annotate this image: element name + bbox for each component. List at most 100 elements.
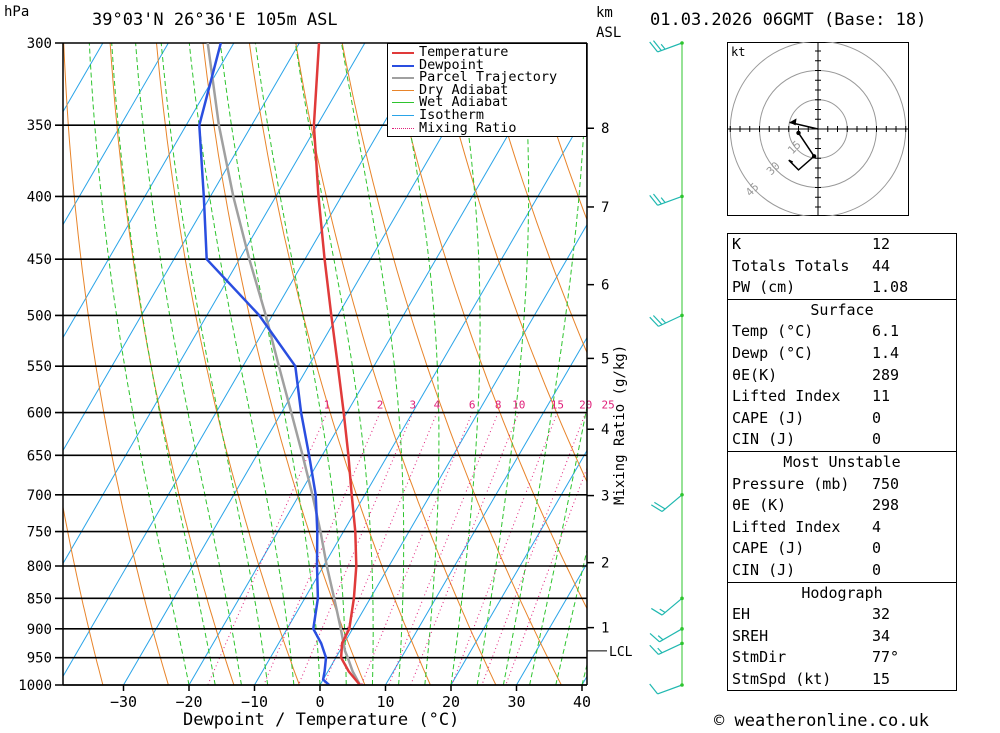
isotherm-line xyxy=(254,110,587,685)
legend-item: Wet Adiabat xyxy=(388,96,584,109)
index-row: CIN (J) 0 xyxy=(728,560,956,582)
mixing-ratio-label: 1 xyxy=(324,399,331,412)
mixing-ratio-label: 3 xyxy=(410,399,417,412)
index-value: 1.4 xyxy=(872,343,900,362)
index-value: 0 xyxy=(872,539,882,558)
isotherm-line xyxy=(188,43,562,685)
isotherm-line xyxy=(63,43,366,565)
legend-swatch xyxy=(392,89,414,91)
legend-swatch xyxy=(392,115,414,116)
x-axis-label: Dewpoint / Temperature (°C) xyxy=(183,710,460,730)
legend-swatch xyxy=(392,127,414,129)
index-value: 44 xyxy=(872,256,891,275)
index-label: SREH xyxy=(732,626,769,645)
index-label: StmSpd (kt) xyxy=(732,669,832,688)
wind-barb xyxy=(649,641,684,655)
isotherm-line xyxy=(123,43,497,685)
isotherm-line xyxy=(516,562,587,685)
dewpoint-line xyxy=(198,43,331,685)
mixing-ratio-line xyxy=(410,412,520,685)
hodograph-unit-label: kt xyxy=(731,45,745,59)
index-label: Lifted Index xyxy=(732,517,841,536)
mixing-ratio-axis-label: Mixing Ratio (g/kg) xyxy=(612,344,628,505)
mixing-ratio-line xyxy=(505,466,587,685)
x-tick-label: −30 xyxy=(110,693,137,711)
legend-swatch xyxy=(392,52,414,54)
pressure-tick-label: 650 xyxy=(27,448,52,464)
km-tick-label: 2 xyxy=(601,556,609,572)
legend-item: Dewpoint xyxy=(388,58,584,72)
dry-adiabat-line xyxy=(295,43,497,685)
mixing-ratio-label: 4 xyxy=(434,399,441,412)
pressure-tick-label: 850 xyxy=(27,591,52,607)
legend-label: Mixing Ratio xyxy=(419,119,517,136)
isotherm-line xyxy=(63,43,235,339)
index-value: 0 xyxy=(872,408,882,427)
index-label: Lifted Index xyxy=(732,387,841,406)
legend-item: Isotherm xyxy=(388,108,584,122)
wind-barb xyxy=(649,193,684,206)
isotherm-line xyxy=(63,43,169,226)
dry-adiabat-line xyxy=(434,43,587,483)
legend-label: Temperature xyxy=(419,44,509,60)
index-value: 15 xyxy=(872,669,891,688)
indices-table: K 12 Totals Totals 44 PW (cm) 1.08 Surface Temp… xyxy=(727,233,957,692)
km-tick-label: 5 xyxy=(601,351,609,367)
index-value: 1.08 xyxy=(872,278,909,297)
isotherm-line xyxy=(63,43,300,452)
index-label: θE (K) xyxy=(732,496,787,515)
x-tick-label: 20 xyxy=(442,693,460,711)
index-value: 750 xyxy=(872,474,900,493)
index-label: K xyxy=(732,235,742,253)
indices-section-title: Most Unstable xyxy=(728,450,956,474)
copyright-footer: © weatheronline.co.uk xyxy=(714,711,929,731)
mixing-ratio-label: 15 xyxy=(551,399,564,412)
wet-adiabat-line xyxy=(135,43,242,685)
index-value: 77° xyxy=(872,648,900,667)
pressure-tick-label: 550 xyxy=(27,359,52,375)
km-tick-label: 1 xyxy=(601,621,609,637)
index-value: 6.1 xyxy=(872,322,900,341)
legend-label: Wet Adiabat xyxy=(419,94,509,111)
legend-item: Dry Adiabat xyxy=(388,83,584,97)
hodograph-trace xyxy=(788,132,816,171)
wet-adiabat-line xyxy=(294,43,374,685)
pressure-tick-label: 600 xyxy=(27,406,52,422)
pressure-tick-label: 350 xyxy=(27,118,52,134)
km-tick-label: 8 xyxy=(601,121,609,137)
isotherm-line xyxy=(450,449,587,685)
mixing-ratio-label: 10 xyxy=(512,399,525,412)
pressure-unit-label: hPa xyxy=(4,4,30,20)
index-row: CAPE (J) 0 xyxy=(728,538,956,560)
pressure-tick-label: 700 xyxy=(27,488,52,504)
x-tick-label: 30 xyxy=(507,693,525,711)
index-row: Dewp (°C) 1.4 xyxy=(728,343,956,365)
wind-barb xyxy=(649,313,684,327)
wind-barb xyxy=(649,683,684,695)
wet-adiabat-line xyxy=(160,43,269,685)
legend-swatch xyxy=(392,102,414,104)
index-row: θE (K) 298 xyxy=(728,495,956,517)
index-label: CIN (J) xyxy=(732,430,796,449)
index-label: Temp (°C) xyxy=(732,322,814,341)
isotherm-line xyxy=(319,223,587,685)
dry-adiabat-line xyxy=(481,43,587,354)
mixing-ratio-label: 2 xyxy=(377,399,384,412)
location-title: 39°03'N 26°36'E 105m ASL xyxy=(92,10,338,30)
pressure-tick-label: 750 xyxy=(27,525,52,541)
hodograph-point xyxy=(811,154,817,159)
index-row: PW (cm) 1.08 xyxy=(728,277,956,299)
pressure-tick-label: 1000 xyxy=(18,678,52,694)
index-label: StmDir xyxy=(732,648,787,667)
hodograph-point xyxy=(796,130,801,136)
index-label: Dewp (°C) xyxy=(732,343,814,362)
index-label: θE(K) xyxy=(732,365,778,384)
mixing-ratio-line xyxy=(388,412,499,685)
legend-swatch xyxy=(392,64,414,67)
wet-adiabat-line xyxy=(450,43,481,685)
pressure-tick-label: 900 xyxy=(27,622,52,638)
index-value: 0 xyxy=(872,430,882,449)
index-row: CAPE (J) 0 xyxy=(728,408,956,430)
